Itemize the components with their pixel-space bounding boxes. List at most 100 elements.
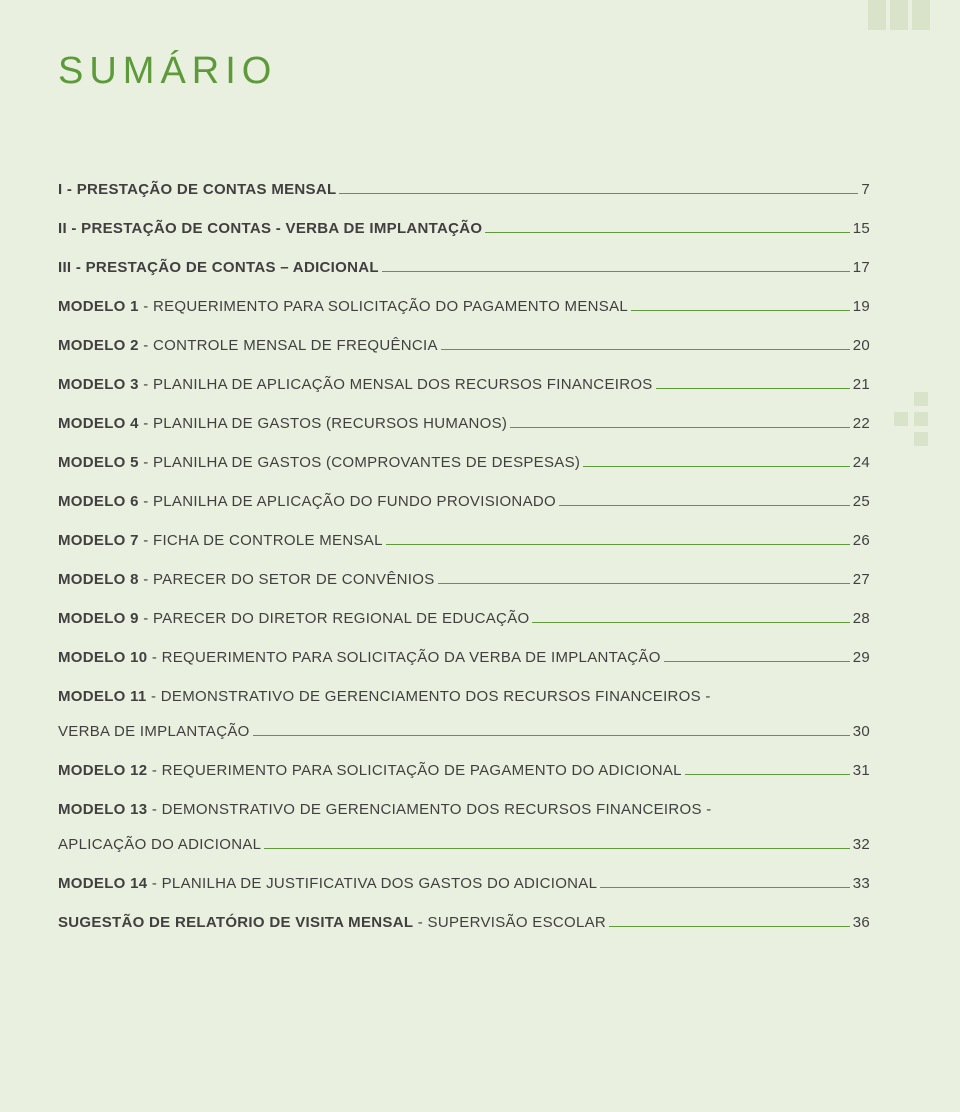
- toc-leader: [583, 466, 850, 467]
- toc-leader: [382, 271, 850, 272]
- document-title: SUMÁRIO: [58, 50, 870, 93]
- toc-label-rest: - DEMONSTRATIVO DE GERENCIAMENTO DOS REC…: [147, 801, 711, 818]
- toc-label-bold: MODELO 13: [58, 801, 147, 818]
- toc-label-bold: MODELO 3: [58, 376, 139, 393]
- toc-label: MODELO 10 - REQUERIMENTO PARA SOLICITAÇÃ…: [58, 649, 661, 666]
- toc-entry: III - PRESTAÇÃO DE CONTAS – ADICIONAL17: [58, 259, 870, 276]
- toc-continuation-label: VERBA DE IMPLANTAÇÃO: [58, 723, 250, 740]
- toc-label-rest: - PARECER DO SETOR DE CONVÊNIOS: [139, 571, 435, 588]
- toc-label-bold: MODELO 6: [58, 493, 139, 510]
- toc-entry: MODELO 5 - PLANILHA DE GASTOS (COMPROVAN…: [58, 454, 870, 471]
- toc-entry: MODELO 7 - FICHA DE CONTROLE MENSAL 26: [58, 532, 870, 549]
- toc-page-number: 33: [853, 875, 870, 892]
- toc-leader: [600, 887, 849, 888]
- toc-page-number: 22: [853, 415, 870, 432]
- toc-label: MODELO 4 - PLANILHA DE GASTOS (RECURSOS …: [58, 415, 507, 432]
- toc-page-number: 19: [853, 298, 870, 315]
- toc-entry: MODELO 10 - REQUERIMENTO PARA SOLICITAÇÃ…: [58, 649, 870, 666]
- toc-leader: [631, 310, 850, 311]
- toc-label-rest: - FICHA DE CONTROLE MENSAL: [139, 532, 383, 549]
- toc-label-bold: MODELO 8: [58, 571, 139, 588]
- toc-label-rest: - PLANILHA DE GASTOS (COMPROVANTES DE DE…: [139, 454, 580, 471]
- toc-label: SUGESTÃO DE RELATÓRIO DE VISITA MENSAL -…: [58, 914, 606, 931]
- decor-square: [914, 432, 928, 446]
- toc-leader: [609, 926, 850, 927]
- side-decor-squares: [894, 392, 928, 446]
- toc-leader: [685, 774, 850, 775]
- toc-leader: [510, 427, 849, 428]
- toc-leader: [664, 661, 850, 662]
- toc-label-rest: - DEMONSTRATIVO DE GERENCIAMENTO DOS REC…: [147, 688, 711, 705]
- toc-label: MODELO 2 - CONTROLE MENSAL DE FREQUÊNCIA: [58, 337, 438, 354]
- toc-entry: MODELO 8 - PARECER DO SETOR DE CONVÊNIOS…: [58, 571, 870, 588]
- toc-label-rest: - REQUERIMENTO PARA SOLICITAÇÃO DA VERBA…: [147, 649, 660, 666]
- toc-page-number: 31: [853, 762, 870, 779]
- toc-page-number: 24: [853, 454, 870, 471]
- toc-label-rest: - PLANILHA DE JUSTIFICATIVA DOS GASTOS D…: [147, 875, 597, 892]
- toc-label-bold: MODELO 5: [58, 454, 139, 471]
- decor-tab: [890, 0, 908, 30]
- toc-label-rest: - SUPERVISÃO ESCOLAR: [413, 914, 606, 931]
- toc-label-bold: III - PRESTAÇÃO DE CONTAS – ADICIONAL: [58, 259, 379, 276]
- toc-label-bold: MODELO 1: [58, 298, 139, 315]
- toc-label: MODELO 8 - PARECER DO SETOR DE CONVÊNIOS: [58, 571, 435, 588]
- toc-label: II - PRESTAÇÃO DE CONTAS - VERBA DE IMPL…: [58, 220, 482, 237]
- toc-label-rest: - REQUERIMENTO PARA SOLICITAÇÃO DE PAGAM…: [147, 762, 681, 779]
- toc-page-number: 20: [853, 337, 870, 354]
- toc-label-bold: MODELO 11: [58, 688, 147, 705]
- toc-leader: [264, 848, 849, 849]
- toc-label-bold: MODELO 7: [58, 532, 139, 549]
- toc-label-bold: MODELO 4: [58, 415, 139, 432]
- toc-entry: MODELO 2 - CONTROLE MENSAL DE FREQUÊNCIA…: [58, 337, 870, 354]
- toc-label-bold: MODELO 14: [58, 875, 147, 892]
- toc-page-number: 7: [861, 181, 870, 198]
- toc-label-rest: - PARECER DO DIRETOR REGIONAL DE EDUCAÇÃ…: [139, 610, 530, 627]
- toc-label-rest: - REQUERIMENTO PARA SOLICITAÇÃO DO PAGAM…: [139, 298, 628, 315]
- toc-leader: [485, 232, 849, 233]
- toc-entry-continuation: APLICAÇÃO DO ADICIONAL 32: [58, 836, 870, 853]
- toc-page-number: 25: [853, 493, 870, 510]
- toc-label-bold: MODELO 2: [58, 337, 139, 354]
- toc-leader: [438, 583, 850, 584]
- document-page: SUMÁRIO I - PRESTAÇÃO DE CONTAS MENSAL7I…: [0, 0, 960, 1112]
- toc-label-rest: - CONTROLE MENSAL DE FREQUÊNCIA: [139, 337, 438, 354]
- toc-entry: MODELO 4 - PLANILHA DE GASTOS (RECURSOS …: [58, 415, 870, 432]
- toc-page-number: 32: [853, 836, 870, 853]
- toc-page-number: 21: [853, 376, 870, 393]
- toc-label-bold: II - PRESTAÇÃO DE CONTAS - VERBA DE IMPL…: [58, 220, 482, 237]
- toc-entry: MODELO 9 - PARECER DO DIRETOR REGIONAL D…: [58, 610, 870, 627]
- toc-leader: [532, 622, 849, 623]
- toc-entry: MODELO 6 - PLANILHA DE APLICAÇÃO DO FUND…: [58, 493, 870, 510]
- toc-entry: MODELO 12 - REQUERIMENTO PARA SOLICITAÇÃ…: [58, 762, 870, 779]
- toc-label: I - PRESTAÇÃO DE CONTAS MENSAL: [58, 181, 336, 198]
- toc-label: MODELO 13 - DEMONSTRATIVO DE GERENCIAMEN…: [58, 801, 712, 818]
- toc-label: MODELO 3 - PLANILHA DE APLICAÇÃO MENSAL …: [58, 376, 653, 393]
- top-tabs-decor: [868, 0, 930, 30]
- decor-square: [914, 392, 928, 406]
- decor-tab: [912, 0, 930, 30]
- decor-square: [894, 412, 908, 426]
- toc-continuation-label: APLICAÇÃO DO ADICIONAL: [58, 836, 261, 853]
- toc-page-number: 27: [853, 571, 870, 588]
- toc-label: MODELO 7 - FICHA DE CONTROLE MENSAL: [58, 532, 383, 549]
- toc-entry: MODELO 11 - DEMONSTRATIVO DE GERENCIAMEN…: [58, 688, 870, 705]
- toc-leader: [253, 735, 850, 736]
- toc-label: MODELO 9 - PARECER DO DIRETOR REGIONAL D…: [58, 610, 529, 627]
- toc-entry: I - PRESTAÇÃO DE CONTAS MENSAL 7: [58, 181, 870, 198]
- toc-page-number: 36: [853, 914, 870, 931]
- toc-page-number: 28: [853, 610, 870, 627]
- toc-entry-continuation: VERBA DE IMPLANTAÇÃO 30: [58, 723, 870, 740]
- toc-page-number: 30: [853, 723, 870, 740]
- toc-entry: MODELO 1 - REQUERIMENTO PARA SOLICITAÇÃO…: [58, 298, 870, 315]
- toc-page-number: 26: [853, 532, 870, 549]
- toc-leader: [441, 349, 850, 350]
- toc-label-bold: MODELO 12: [58, 762, 147, 779]
- toc-label: MODELO 6 - PLANILHA DE APLICAÇÃO DO FUND…: [58, 493, 556, 510]
- toc-list: I - PRESTAÇÃO DE CONTAS MENSAL 7 II - PRES…: [58, 181, 870, 931]
- toc-entry: MODELO 14 - PLANILHA DE JUSTIFICATIVA DO…: [58, 875, 870, 892]
- decor-square: [914, 412, 928, 426]
- toc-label: MODELO 14 - PLANILHA DE JUSTIFICATIVA DO…: [58, 875, 597, 892]
- toc-entry: MODELO 13 - DEMONSTRATIVO DE GERENCIAMEN…: [58, 801, 870, 818]
- toc-page-number: 15: [853, 220, 870, 237]
- toc-label: MODELO 5 - PLANILHA DE GASTOS (COMPROVAN…: [58, 454, 580, 471]
